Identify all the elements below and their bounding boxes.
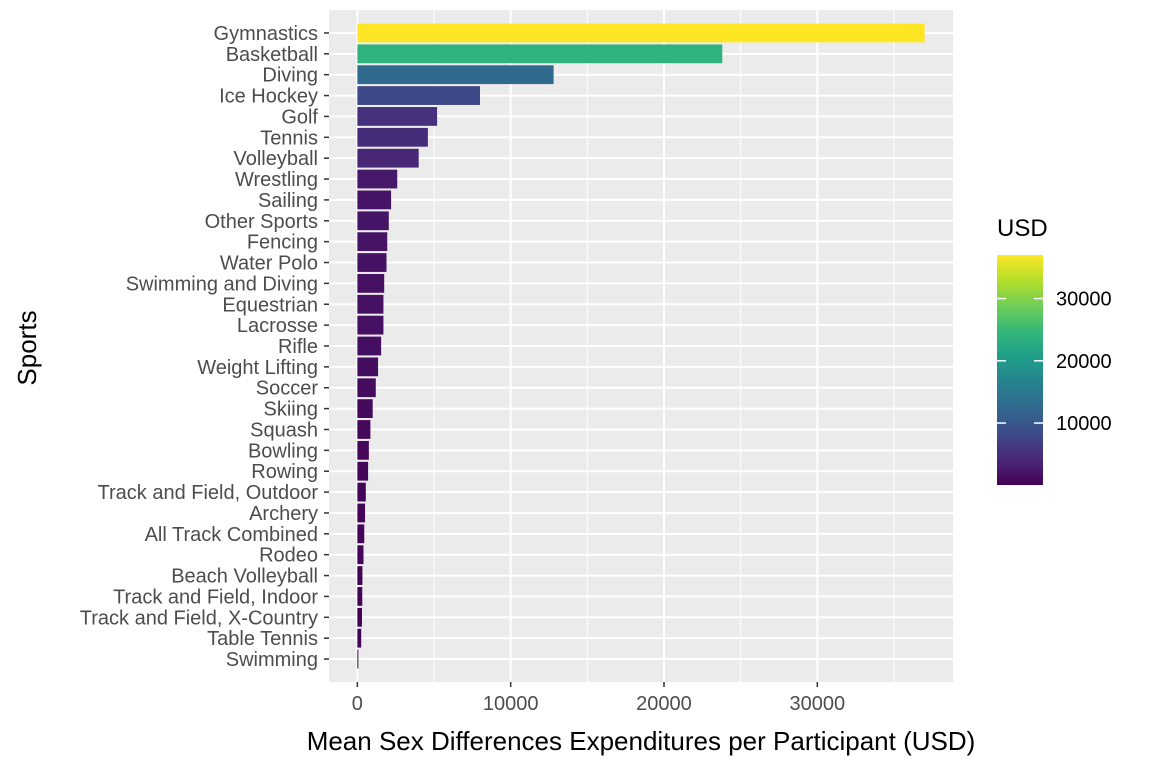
category-label: Swimming and Diving xyxy=(126,273,318,295)
bar xyxy=(357,545,364,565)
bar xyxy=(357,607,362,627)
category-label: Gymnastics xyxy=(214,23,318,45)
category-label: Tennis xyxy=(260,127,318,149)
legend-colorbar xyxy=(997,255,1043,485)
bar xyxy=(357,294,384,314)
x-axis-title: Mean Sex Differences Expenditures per Pa… xyxy=(307,726,976,756)
category-label: Track and Field, Outdoor xyxy=(98,482,319,504)
legend-ticks: 10000 20000 30000 xyxy=(997,289,1112,435)
bar xyxy=(357,566,363,585)
category-label: Water Polo xyxy=(220,253,318,275)
legend-title: USD xyxy=(997,215,1048,242)
bar xyxy=(357,378,376,398)
bar xyxy=(357,524,365,544)
x-tick-label: 30000 xyxy=(790,693,846,715)
bar xyxy=(357,587,363,606)
legend-tick-label: 20000 xyxy=(1056,351,1112,373)
bar xyxy=(357,65,554,85)
category-label: Sailing xyxy=(258,190,318,212)
category-label: Other Sports xyxy=(205,211,318,233)
bar xyxy=(357,44,723,64)
category-label: Fencing xyxy=(247,232,318,254)
legend: USD 10000 20000 30000 xyxy=(997,215,1112,485)
category-label: Rowing xyxy=(251,461,318,483)
category-label: Rodeo xyxy=(259,545,318,567)
bar xyxy=(357,482,366,502)
category-label: Track and Field, X-Country xyxy=(80,607,318,629)
category-label: Diving xyxy=(262,65,318,87)
bar xyxy=(357,232,388,252)
bar xyxy=(357,148,419,168)
category-label: Skiing xyxy=(264,399,318,421)
legend-tick-label: 10000 xyxy=(1056,413,1112,435)
category-label: Table Tennis xyxy=(207,628,318,650)
category-label: Bowling xyxy=(248,440,318,462)
x-axis: 0 10000 20000 30000 xyxy=(352,682,845,715)
bar xyxy=(357,440,369,460)
bar xyxy=(357,628,362,648)
bar xyxy=(357,86,481,105)
bar xyxy=(357,274,385,293)
category-label: Basketball xyxy=(226,44,318,66)
category-label: Volleyball xyxy=(233,148,318,170)
bar xyxy=(357,107,438,126)
bar xyxy=(357,461,369,481)
x-tick-label: 0 xyxy=(352,693,363,715)
category-label: Squash xyxy=(250,419,318,441)
category-label: Weight Lifting xyxy=(197,357,318,379)
category-label: Lacrosse xyxy=(237,315,318,337)
bar xyxy=(357,169,398,189)
legend-tick-label: 30000 xyxy=(1056,289,1112,311)
bar xyxy=(357,315,384,335)
bars xyxy=(357,23,925,669)
bar xyxy=(357,23,925,43)
bar xyxy=(357,253,387,272)
category-label: Golf xyxy=(281,106,318,128)
bar xyxy=(357,420,371,439)
category-label: Archery xyxy=(249,503,318,525)
category-label: Beach Volleyball xyxy=(171,566,318,588)
y-axis-title: Sports xyxy=(12,310,42,385)
category-label: Ice Hockey xyxy=(219,86,318,108)
bar xyxy=(357,649,359,669)
bar xyxy=(357,190,392,210)
bar xyxy=(357,399,373,418)
category-label: Track and Field, Indoor xyxy=(113,586,318,608)
bar xyxy=(357,336,382,356)
category-label: Swimming xyxy=(226,649,318,671)
category-label: All Track Combined xyxy=(145,524,318,546)
bar xyxy=(357,357,379,377)
x-tick-label: 10000 xyxy=(483,693,539,715)
category-label: Soccer xyxy=(256,378,319,400)
y-axis-ticks xyxy=(324,32,329,660)
category-label: Equestrian xyxy=(222,294,318,316)
bar xyxy=(357,127,428,147)
bar xyxy=(357,211,389,231)
category-label: Wrestling xyxy=(235,169,318,191)
category-label: Rifle xyxy=(278,336,318,358)
x-tick-label: 20000 xyxy=(636,693,692,715)
bar xyxy=(357,503,366,523)
